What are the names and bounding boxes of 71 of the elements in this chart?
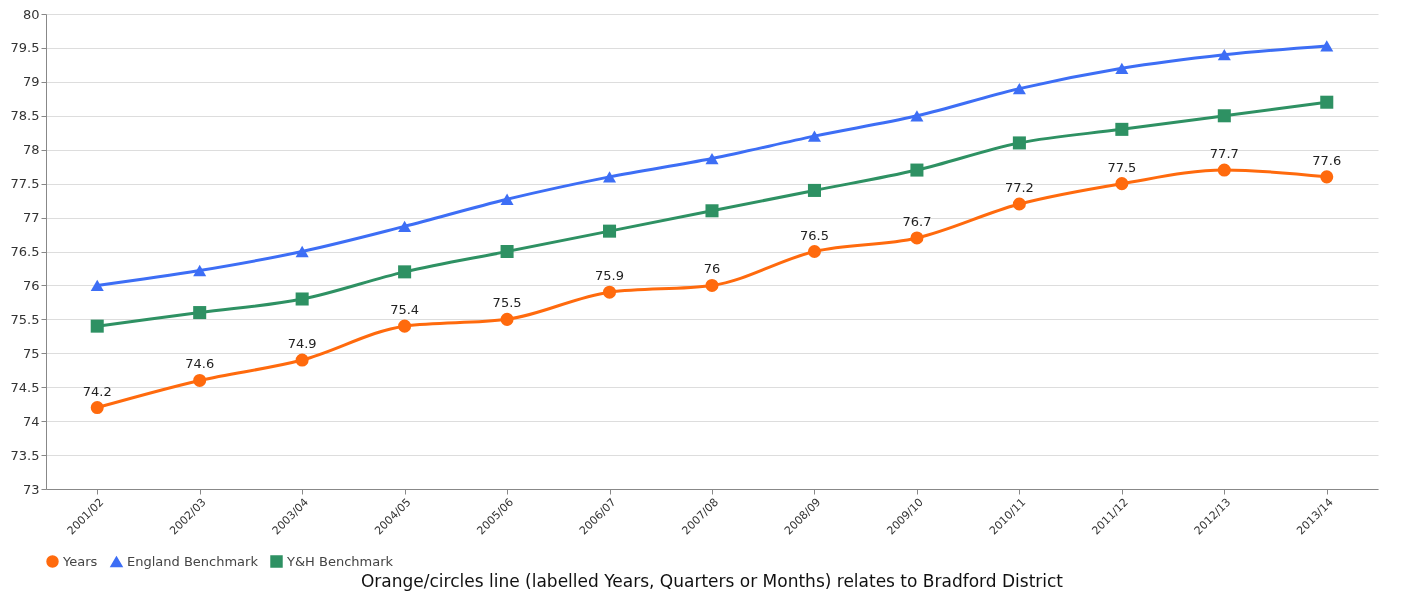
- point: [1115, 122, 1129, 136]
- data-label: 76.5: [799, 227, 829, 243]
- point: [1012, 197, 1026, 211]
- point: [295, 292, 309, 306]
- data-label: 75.9: [595, 268, 625, 284]
- data-label: 77.2: [1004, 180, 1034, 195]
- y-tick-label: 74: [22, 413, 40, 429]
- y-tick-label: 77: [22, 210, 40, 226]
- point: [705, 278, 719, 292]
- point: [500, 244, 514, 259]
- y-tick-label: 80: [22, 6, 40, 22]
- point: [1012, 83, 1026, 95]
- legend-label: Y&H Benchmark: [286, 553, 394, 569]
- point: [603, 285, 617, 299]
- point: [500, 193, 514, 205]
- point: [1320, 170, 1334, 184]
- y-tick-label: 76: [22, 277, 40, 293]
- y-tick-label: 75.5: [10, 311, 40, 327]
- point: [603, 171, 617, 183]
- text: Orange/circles line (labelled Years, Quarters or Months) relates to Bradford District: [360, 571, 1064, 591]
- y-tick-label: 78.5: [10, 108, 40, 124]
- point: [705, 152, 719, 165]
- point: [193, 373, 207, 387]
- data-label: 77.7: [1209, 146, 1239, 162]
- legend-label: Years: [62, 553, 98, 569]
- point: [1217, 109, 1231, 123]
- point: [910, 231, 924, 245]
- y-tick-label: 78: [22, 142, 40, 158]
- point: [910, 110, 924, 122]
- point: [705, 204, 719, 218]
- point: [90, 319, 104, 333]
- data-label: 74.2: [82, 383, 112, 399]
- y-tick-label: 79.5: [10, 40, 40, 56]
- y-tick-label: 75: [22, 345, 40, 361]
- point: [1115, 177, 1129, 191]
- point: [193, 264, 207, 277]
- point: [193, 306, 207, 320]
- point: [500, 312, 514, 326]
- point: [90, 401, 104, 415]
- data-label: 75.5: [492, 295, 522, 311]
- data-label: 76: [703, 261, 721, 277]
- point: [1217, 163, 1231, 177]
- point: [807, 183, 821, 197]
- point: [1320, 40, 1334, 52]
- data-label: 75.4: [390, 302, 420, 318]
- point: [910, 163, 924, 177]
- point: [1217, 49, 1231, 61]
- legend-label: England Benchmark: [127, 553, 259, 569]
- y-tick-label: 77.5: [10, 176, 40, 192]
- y-tick-label: 74.5: [10, 379, 40, 395]
- point: [295, 245, 309, 258]
- data-label: 74.9: [287, 336, 317, 352]
- point: [603, 224, 617, 238]
- data-label: 77.6: [1312, 152, 1342, 168]
- point: [398, 319, 412, 333]
- data-label: 74.6: [185, 356, 215, 372]
- point: [1320, 95, 1334, 109]
- y-tick-label: 79: [22, 74, 40, 90]
- point: [1012, 136, 1026, 150]
- point: [398, 265, 412, 279]
- y-tick-label: 73: [22, 481, 40, 497]
- point: [295, 353, 309, 367]
- point: [90, 279, 104, 292]
- data-label: 77.5: [1107, 159, 1137, 175]
- point: [1115, 62, 1129, 74]
- y-tick-label: 76.5: [10, 244, 40, 259]
- point: [807, 130, 821, 142]
- point: [807, 244, 821, 259]
- data-label: 76.7: [902, 213, 932, 229]
- point: [398, 220, 412, 233]
- y-tick-label: 73.5: [10, 447, 40, 463]
